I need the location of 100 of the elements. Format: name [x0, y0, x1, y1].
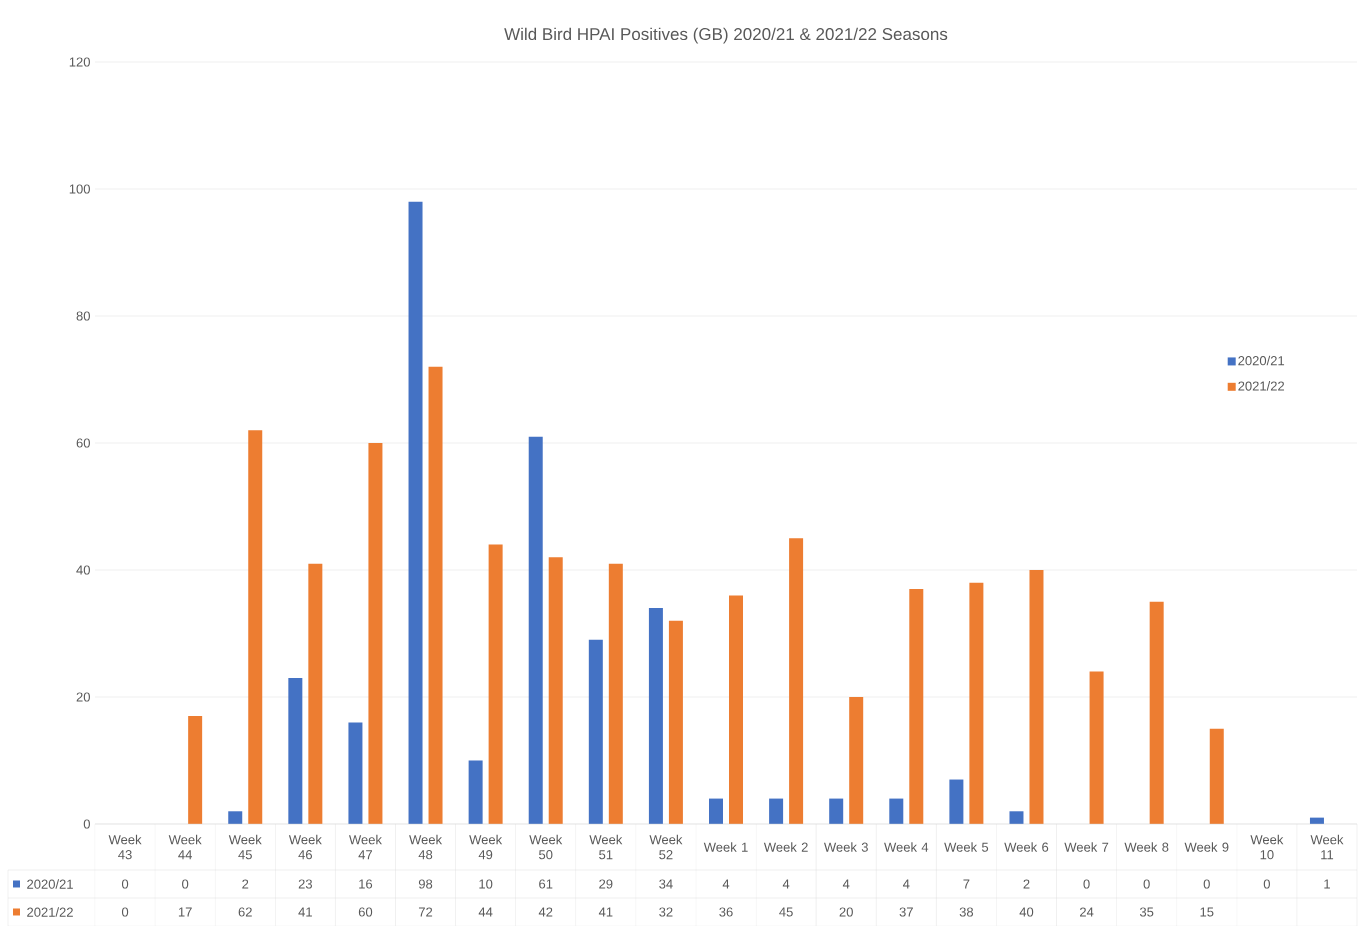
data-label: 4: [722, 879, 730, 889]
bar: [468, 760, 483, 824]
bar: [668, 620, 683, 824]
data-label: 0: [182, 879, 189, 889]
bar: [348, 722, 363, 824]
bar: [488, 544, 503, 824]
data-label: 60: [358, 907, 373, 917]
y-tick-label: 60: [76, 438, 90, 448]
x-tick-label: Week 52: [649, 834, 683, 860]
x-tick-label: Week 48: [409, 834, 443, 860]
x-tick-label: Week 5: [944, 842, 989, 852]
data-label: 42: [538, 907, 553, 917]
bar: [709, 798, 724, 824]
bar: [1029, 569, 1044, 824]
x-tick-label: Week 10: [1250, 834, 1284, 860]
bar: [729, 595, 744, 824]
bar: [849, 696, 864, 824]
bar: [1009, 811, 1024, 824]
data-label: 1: [1324, 879, 1330, 889]
data-label: 2: [1023, 879, 1030, 889]
chart-title: Wild Bird HPAI Positives (GB) 2020/21 & 2021/22 Seasons: [504, 27, 948, 44]
bar: [188, 716, 203, 824]
data-label: 38: [959, 907, 974, 917]
data-label: 4: [902, 879, 910, 889]
bar: [528, 436, 543, 824]
x-tick-label: Week 3: [823, 842, 868, 852]
y-tick-label: 20: [76, 692, 90, 702]
data-label: 98: [418, 879, 433, 889]
data-label: 4: [782, 879, 790, 889]
x-tick-label: Week 43: [108, 834, 142, 860]
data-label: 15: [1200, 907, 1214, 917]
bar: [608, 563, 623, 824]
y-tick-label: 120: [69, 57, 90, 67]
x-tick-label: Week 6: [1004, 842, 1049, 852]
data-label: 37: [899, 907, 913, 917]
y-tick-label: 100: [69, 184, 90, 194]
data-label: 41: [298, 907, 312, 917]
bar: [949, 779, 964, 824]
y-tick-label: 80: [76, 311, 90, 321]
bar: [248, 430, 263, 824]
bar: [588, 639, 603, 824]
bar: [769, 798, 784, 824]
data-label: 16: [359, 879, 373, 889]
data-label: 10: [479, 879, 493, 889]
legend-label: 2021/22: [1238, 381, 1285, 391]
x-tick-label: Week 8: [1124, 842, 1169, 852]
data-label: 45: [779, 907, 793, 917]
x-tick-label: Week 46: [288, 834, 322, 860]
data-label: 41: [598, 907, 613, 917]
bar: [829, 798, 844, 824]
data-label: 7: [963, 879, 970, 889]
y-tick-label: 0: [83, 819, 90, 829]
data-label: 0: [1263, 879, 1270, 889]
legend-label: 2020/21: [1238, 355, 1285, 366]
bar: [308, 563, 323, 824]
bar: [648, 608, 663, 824]
bar: [1149, 601, 1164, 824]
bar: [548, 557, 563, 824]
bar: [969, 582, 984, 824]
text: 2020/21: [27, 879, 73, 889]
bar: [1209, 728, 1224, 824]
x-tick-label: Week 4: [884, 842, 929, 852]
x-tick-label: Week 7: [1064, 842, 1109, 852]
x-tick-label: Week 51: [589, 834, 623, 860]
data-label: 61: [539, 879, 553, 889]
data-label: 0: [121, 879, 129, 889]
data-label: 0: [121, 907, 129, 917]
data-label: 20: [839, 907, 853, 917]
data-label: 36: [719, 907, 733, 917]
data-label: 0: [1083, 879, 1090, 889]
data-label: 23: [298, 879, 312, 889]
data-label: 29: [599, 879, 613, 889]
bar: [909, 589, 924, 824]
x-tick-label: Week 11: [1310, 834, 1344, 860]
data-label: 2: [242, 879, 249, 889]
y-tick-label: 40: [76, 565, 90, 575]
bar: [368, 442, 383, 824]
data-label: 32: [659, 907, 673, 917]
x-tick-label: Week 9: [1184, 842, 1229, 852]
data-label: 0: [1143, 879, 1150, 889]
data-label: 17: [178, 907, 192, 917]
bar: [428, 366, 443, 824]
x-tick-label: Week 44: [168, 834, 202, 860]
x-tick-label: Week 45: [228, 834, 262, 860]
data-label: 44: [478, 907, 493, 917]
data-label: 40: [1019, 907, 1034, 917]
bar: [288, 677, 303, 824]
x-tick-label: Week 49: [469, 834, 503, 860]
data-label: 4: [842, 879, 850, 889]
bar: [228, 811, 243, 824]
data-label: 34: [659, 879, 673, 889]
bar: [789, 538, 804, 824]
x-tick-label: Week 50: [529, 834, 563, 860]
data-label: 24: [1080, 907, 1094, 917]
x-tick-label: Week 1: [703, 842, 748, 852]
bar: [889, 798, 904, 824]
data-label: 0: [1203, 879, 1210, 889]
x-tick-label: Week 2: [763, 842, 808, 852]
bar: [408, 201, 423, 824]
data-label: 72: [418, 907, 433, 917]
